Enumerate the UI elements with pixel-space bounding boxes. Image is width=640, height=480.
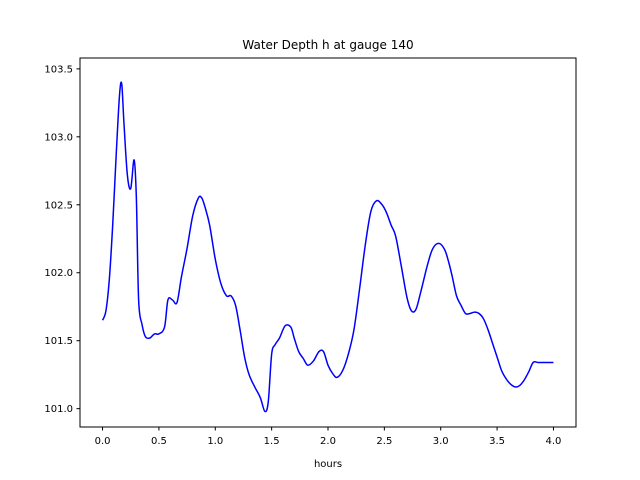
x-tick-label: 3.5 bbox=[489, 436, 505, 447]
x-axis-label: hours bbox=[314, 459, 342, 470]
y-tick-label: 101.5 bbox=[44, 336, 73, 347]
x-tick-label: 1.5 bbox=[264, 436, 280, 447]
x-tick-label: 0.5 bbox=[151, 436, 167, 447]
y-tick-label: 103.0 bbox=[44, 132, 73, 143]
plot-frame bbox=[79, 57, 577, 428]
x-tick-label: 0.0 bbox=[95, 436, 111, 447]
plot-area bbox=[101, 81, 554, 413]
axis-ticks: 0.0 0.5 1.0 1.5 2.0 2.5 3.0 3.5 4.0 101.0 101.5 102… bbox=[44, 64, 561, 447]
x-tick-label: 1.0 bbox=[207, 436, 223, 447]
y-tick-label: 102.0 bbox=[44, 268, 73, 279]
x-tick-label: 2.5 bbox=[376, 436, 392, 447]
x-tick-label: 2.0 bbox=[320, 436, 336, 447]
x-tick-label: 4.0 bbox=[546, 436, 562, 447]
chart-title: Water Depth h at gauge 140 bbox=[242, 38, 413, 52]
series-line bbox=[101, 81, 554, 413]
y-tick-label: 102.5 bbox=[44, 200, 73, 211]
x-tick-label: 3.0 bbox=[433, 436, 449, 447]
y-tick-label: 101.0 bbox=[44, 404, 73, 415]
y-tick-label: 103.5 bbox=[44, 64, 73, 75]
